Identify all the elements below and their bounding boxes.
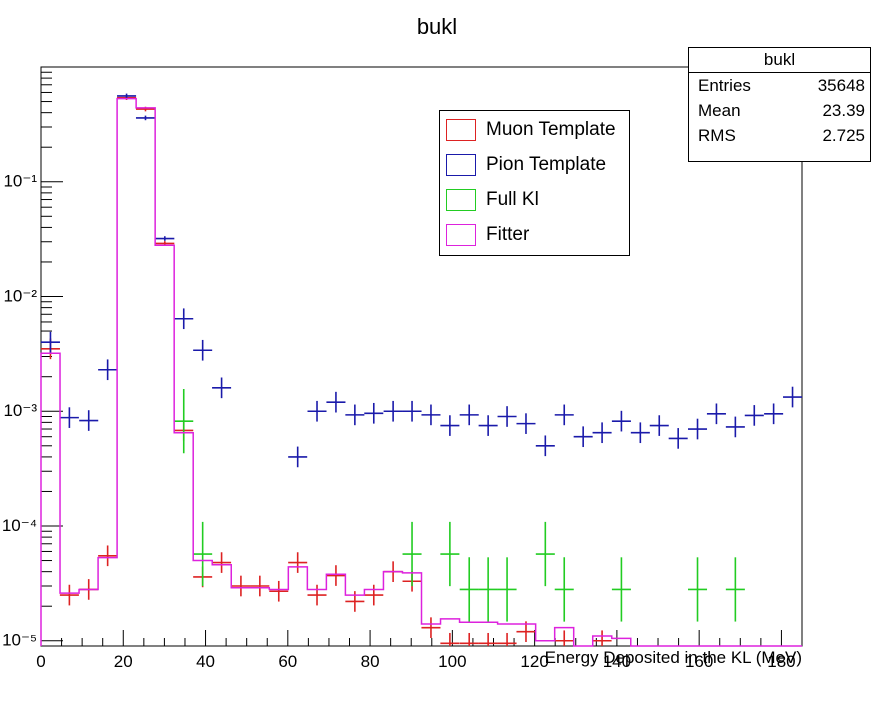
x-tick-label: 20 (114, 652, 133, 671)
y-tick-label: 10⁻² (3, 286, 37, 305)
stats-value: 2.725 (822, 126, 865, 145)
legend-item-fitter: Fitter (446, 220, 529, 250)
y-tick-label: 10⁻¹ (3, 172, 37, 191)
y-tick-label: 10⁻³ (3, 401, 37, 420)
legend-item-pion: Pion Template (446, 150, 606, 180)
fitter-step-line (40, 97, 802, 647)
x-tick-label: 60 (278, 652, 297, 671)
x-tick-label: 40 (196, 652, 215, 671)
x-tick-label: 120 (520, 652, 548, 671)
stats-box: bukl Entries 35648 Mean 23.39 RMS 2.725 (688, 47, 871, 162)
legend-item-muon: Muon Template (446, 115, 616, 145)
stats-row-rms: RMS 2.725 (689, 123, 870, 148)
x-tick-label: 100 (438, 652, 466, 671)
x-axis-label: Energy Deposited in the KL (MeV) (544, 648, 802, 667)
stats-label: Entries (698, 76, 751, 95)
stats-row-entries: Entries 35648 (689, 73, 870, 98)
legend-swatch-fitter (446, 224, 476, 246)
legend-item-fullkl: Full Kl (446, 185, 539, 215)
legend-swatch-pion (446, 154, 476, 176)
chart-title: bukl (416, 14, 458, 39)
x-tick-label: 140 (603, 652, 631, 671)
x-tick-label: 80 (361, 652, 380, 671)
stats-value: 23.39 (822, 101, 865, 120)
legend-label-pion: Pion Template (486, 154, 607, 175)
x-tick-label: 180 (767, 652, 795, 671)
stats-value: 35648 (817, 76, 865, 95)
stats-title: bukl (689, 48, 870, 73)
stats-label: Mean (698, 101, 741, 120)
stats-row-mean: Mean 23.39 (689, 98, 870, 123)
legend-swatch-fullkl (446, 189, 476, 211)
stats-label: RMS (698, 126, 736, 145)
legend-label-muon: Muon Template (486, 119, 616, 140)
legend: Muon Template Pion Template Full Kl Fitt… (439, 110, 630, 256)
y-tick-label: 10⁻⁴ (2, 516, 37, 535)
legend-label-fullkl: Full Kl (486, 189, 539, 210)
y-tick-label: 10⁻⁵ (2, 631, 37, 650)
legend-swatch-muon (446, 119, 476, 141)
plot-layer: 0 20 40 60 80 100 120 140 160 180 10⁻⁵ 10⁻⁴ 10⁻³ 10⁻²… (2, 66, 803, 671)
x-tick-label: 160 (685, 652, 713, 671)
legend-label-fitter: Fitter (486, 224, 530, 245)
x-tick-label: 0 (36, 652, 45, 671)
